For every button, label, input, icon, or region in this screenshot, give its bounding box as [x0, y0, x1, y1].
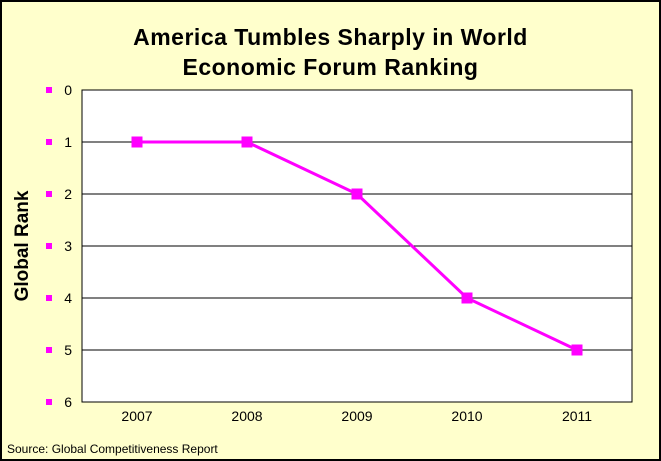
y-tick-label: 2	[64, 186, 72, 202]
data-point-marker	[131, 136, 143, 148]
y-axis-label: Global Rank	[12, 190, 33, 301]
y-tick-label: 6	[64, 394, 72, 410]
data-point-marker	[571, 344, 583, 356]
data-point-marker	[351, 188, 363, 200]
y-tick-marker	[46, 191, 52, 197]
chart-title-line-1: America Tumbles Sharply in World	[133, 24, 528, 50]
y-tick-marker	[46, 139, 52, 145]
x-tick-label: 2008	[231, 408, 262, 424]
y-tick-marker	[46, 243, 52, 249]
data-point-marker	[461, 292, 473, 304]
y-tick-label: 0	[64, 82, 72, 98]
x-tick-label: 2011	[562, 408, 592, 424]
chart-title-line-2: Economic Forum Ranking	[182, 54, 479, 80]
x-tick-label: 2010	[451, 408, 482, 424]
y-tick-label: 3	[64, 238, 72, 254]
y-tick-marker	[46, 399, 52, 405]
y-tick-marker	[46, 295, 52, 301]
x-tick-label: 2007	[121, 408, 152, 424]
source-note: Source: Global Competitiveness Report	[7, 442, 218, 456]
chart-title: America Tumbles Sharply in World Economi…	[2, 22, 659, 82]
x-tick-label: 2009	[341, 408, 372, 424]
y-tick-marker	[46, 87, 52, 93]
data-point-marker	[241, 136, 253, 148]
y-tick-label: 1	[64, 134, 72, 150]
y-tick-label: 4	[64, 290, 72, 306]
y-tick-marker	[46, 347, 52, 353]
y-tick-label: 5	[64, 342, 72, 358]
